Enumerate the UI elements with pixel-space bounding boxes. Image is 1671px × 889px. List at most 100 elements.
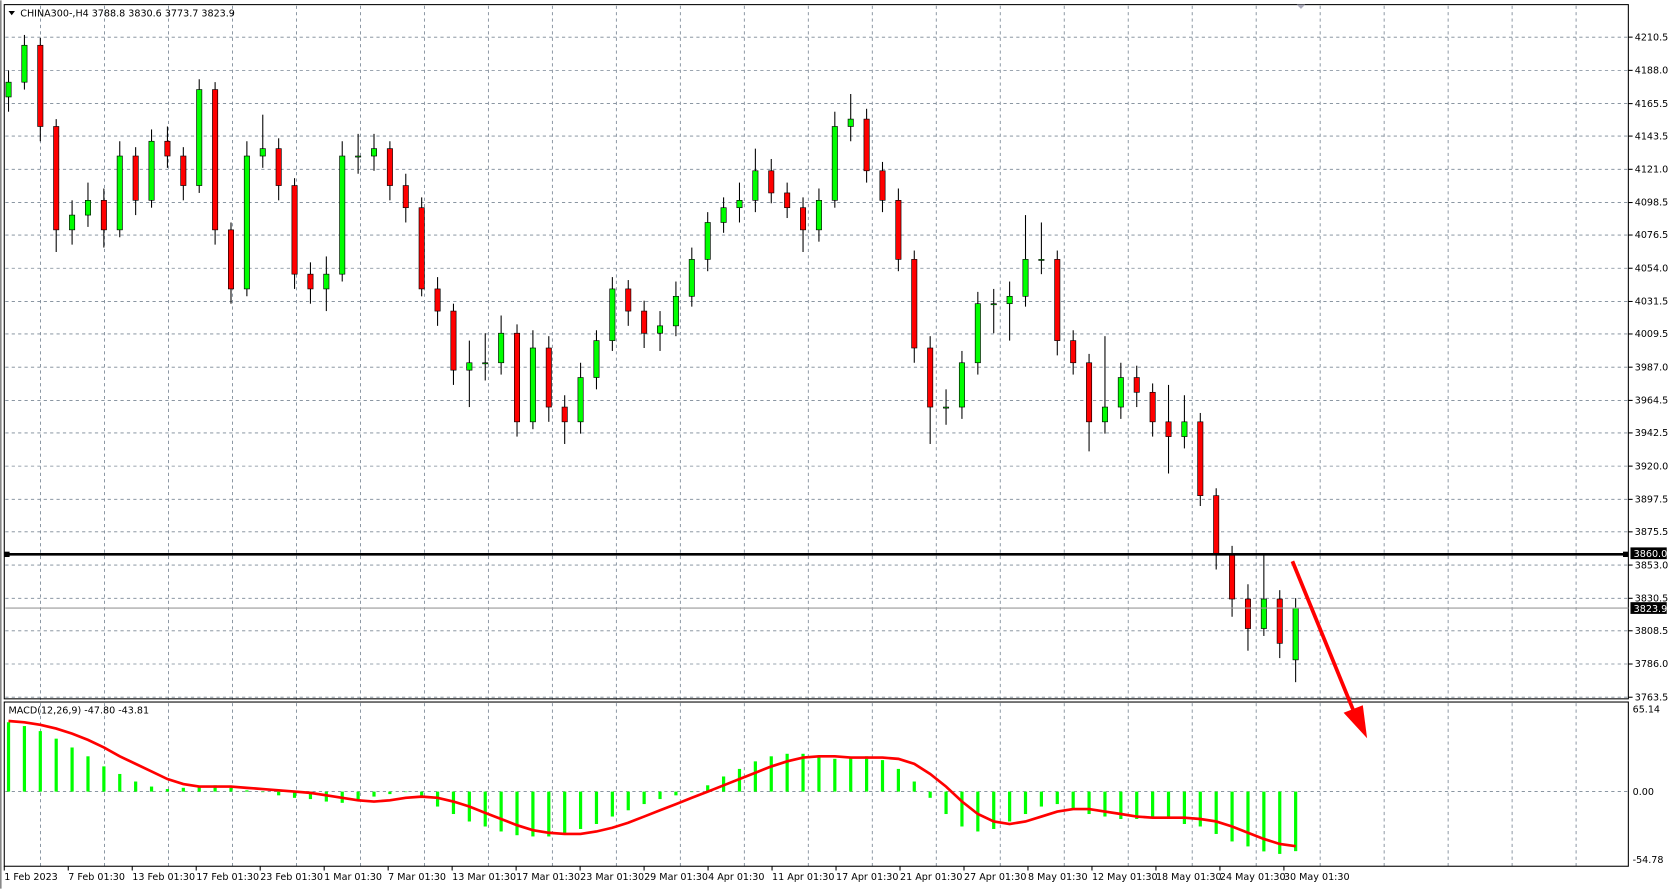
bear-candle <box>291 185 298 275</box>
bear-candle <box>1244 598 1251 629</box>
bear-candle <box>132 155 139 201</box>
macd-histogram-bar <box>54 738 58 792</box>
bull-candle <box>323 273 330 290</box>
y-tick-label: 4076.5 <box>1635 230 1669 241</box>
x-tick-label: 13 Mar 01:30 <box>452 872 516 883</box>
macd-histogram-bar <box>753 761 757 792</box>
macd-histogram-bar <box>658 791 662 800</box>
bull-candle <box>609 288 616 341</box>
bull-candle <box>831 126 838 201</box>
bear-candle <box>768 170 775 194</box>
bull-candle <box>69 214 76 231</box>
macd-histogram-bar <box>181 787 185 792</box>
bull-candle <box>577 377 584 423</box>
macd-histogram-bar <box>1214 791 1218 834</box>
dropdown-triangle-icon[interactable] <box>8 11 15 16</box>
macd-histogram-bar <box>1087 791 1091 815</box>
x-tick-label: 17 Mar 01:30 <box>516 872 580 883</box>
bear-candle <box>1054 259 1061 341</box>
macd-histogram-bar <box>197 786 201 792</box>
macd-histogram-bar <box>86 756 90 792</box>
macd-histogram-bar <box>1008 791 1012 822</box>
macd-panel-frame <box>3 701 1629 867</box>
macd-histogram-bar <box>404 791 408 793</box>
x-tick-label: 24 May 01:30 <box>1220 872 1286 883</box>
macd-histogram-bar <box>38 731 42 792</box>
bull-candle <box>974 303 981 364</box>
y-tick-label: 4121.0 <box>1635 165 1669 176</box>
bull-candle <box>704 222 711 260</box>
y-tick-label: 3942.5 <box>1635 428 1669 439</box>
macd-panel <box>6 719 1298 854</box>
bear-candle <box>228 229 234 290</box>
macd-y-tick-label: -54.78 <box>1633 855 1664 866</box>
x-tick-label: 13 Feb 01:30 <box>132 872 195 883</box>
hline-handle-left[interactable] <box>4 551 10 558</box>
y-tick-label: 4188.0 <box>1635 66 1669 77</box>
bear-candle <box>418 207 425 290</box>
macd-histogram-bar <box>531 791 535 837</box>
macd-histogram-bar <box>1135 791 1139 820</box>
bear-candle <box>641 310 648 334</box>
bull-candle <box>243 155 250 290</box>
bull-candle <box>498 332 505 364</box>
bear-candle <box>386 148 393 186</box>
bear-candle <box>1213 495 1220 556</box>
macd-histogram-bar <box>308 791 313 800</box>
bear-candle <box>784 192 791 209</box>
macd-histogram-bar <box>1151 791 1155 817</box>
bear-candle <box>100 200 107 231</box>
macd-histogram-bar <box>102 766 106 792</box>
macd-histogram-bar <box>1023 791 1028 815</box>
bull-candle <box>688 259 695 297</box>
macd-histogram-bar <box>165 789 170 792</box>
macd-histogram-bar <box>896 768 900 792</box>
macd-histogram-bar <box>547 791 551 837</box>
x-tick-label: 23 Feb 01:30 <box>260 872 323 883</box>
bear-candle <box>212 89 219 231</box>
macd-histogram-bar <box>1198 791 1202 827</box>
bear-candle <box>545 347 552 408</box>
macd-histogram-bar <box>928 791 932 798</box>
macd-histogram-bar <box>563 791 567 834</box>
y-tick-label: 4165.5 <box>1635 99 1669 110</box>
macd-histogram-bar <box>118 773 122 792</box>
macd-histogram-bar <box>483 791 487 827</box>
macd-histogram-bar <box>674 791 678 796</box>
bull-candle <box>84 200 91 216</box>
macd-histogram-bar <box>134 781 138 792</box>
x-tick-label: 1 Feb 2023 <box>4 872 58 883</box>
bear-candle <box>402 185 409 209</box>
macd-histogram-bar <box>1071 791 1075 810</box>
macd-histogram-bar <box>1246 791 1250 847</box>
macd-histogram-bar <box>261 791 265 793</box>
macd-histogram-bar <box>1055 791 1059 805</box>
bull-candle <box>259 148 266 157</box>
macd-histogram-bar <box>578 791 583 829</box>
bull-candle <box>196 89 203 186</box>
bear-candle <box>180 155 187 186</box>
hline-handle-right[interactable] <box>1623 551 1629 558</box>
bull-candle <box>482 362 489 365</box>
macd-histogram-bar <box>70 747 74 792</box>
bear-candle <box>895 200 902 260</box>
x-tick-label: 29 Mar 01:30 <box>644 872 708 883</box>
macd-histogram-bar <box>1230 791 1234 842</box>
macd-histogram-bar <box>213 785 217 792</box>
bull-candle <box>339 155 346 275</box>
macd-histogram-bar <box>817 756 821 792</box>
macd-histogram-bar <box>769 756 773 792</box>
axes: 4210.5 4188.0 4165.5 4143.5 4121.0 4098.5 4076… <box>3 32 1669 883</box>
macd-signal-line <box>8 719 1296 848</box>
bear-candle <box>37 44 44 127</box>
x-tick-label: 1 Mar 01:30 <box>324 872 382 883</box>
macd-histogram-bar <box>880 760 885 792</box>
chart-shift-marker-icon[interactable] <box>1296 4 1306 9</box>
x-tick-label: 12 May 01:30 <box>1092 872 1158 883</box>
macd-histogram-bar <box>1278 791 1282 854</box>
bull-candle <box>672 295 679 327</box>
macd-histogram-bar <box>1103 791 1107 817</box>
bear-candle <box>927 347 934 408</box>
macd-histogram-bar <box>245 790 249 792</box>
